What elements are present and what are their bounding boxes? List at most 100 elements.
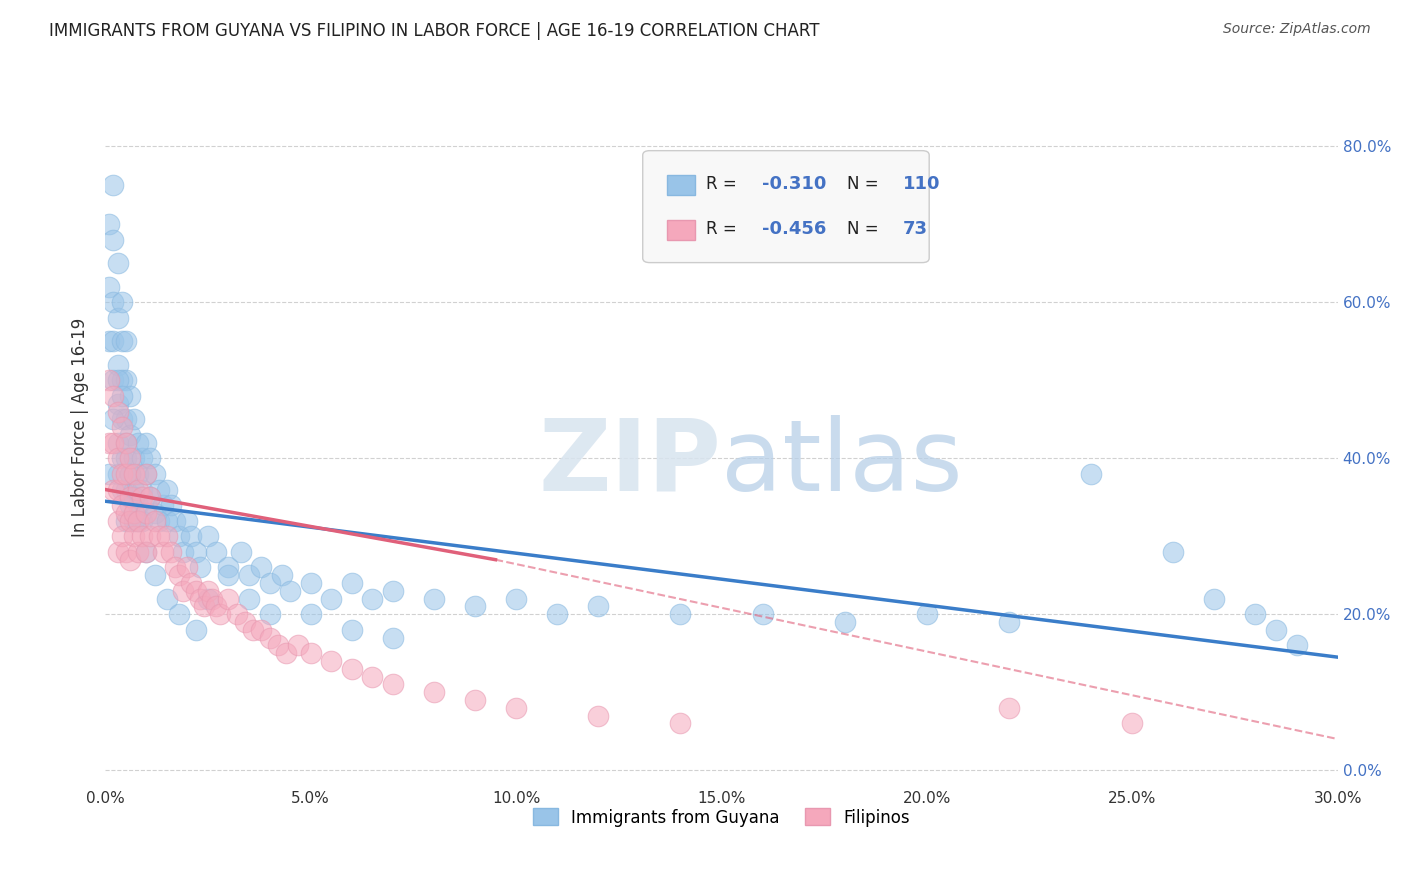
Point [114,373,136,387]
Point [321,654,343,668]
Point [197,583,219,598]
Point [1163,545,1185,559]
Point [669,716,692,731]
Point [114,451,136,466]
Point [107,545,129,559]
Point [131,483,153,497]
Point [464,693,486,707]
Point [167,529,190,543]
Text: N =: N = [846,220,883,238]
Point [107,397,129,411]
Point [156,514,179,528]
Point [184,583,207,598]
Point [165,514,187,528]
Point [217,568,239,582]
Point [118,491,141,505]
Point [111,467,134,481]
Point [103,389,125,403]
Point [242,623,264,637]
Point [340,576,363,591]
Point [259,576,281,591]
Point [321,591,343,606]
Text: N =: N = [846,175,883,193]
Point [114,545,136,559]
Point [139,491,162,505]
Point [188,591,211,606]
Point [114,435,136,450]
Point [998,615,1021,629]
Point [299,607,322,622]
Point [423,591,446,606]
Point [131,529,153,543]
Point [167,568,190,582]
Point [107,358,129,372]
Point [122,506,145,520]
Point [143,506,166,520]
Point [340,662,363,676]
Point [915,607,938,622]
Point [205,545,228,559]
Point [1121,716,1143,731]
Point [998,701,1021,715]
Point [122,514,145,528]
Point [107,404,129,418]
Point [103,435,125,450]
Point [1244,607,1267,622]
Point [586,599,609,614]
Point [143,568,166,582]
Point [127,435,149,450]
Point [135,506,157,520]
Point [107,467,129,481]
Point [176,514,198,528]
Point [98,280,121,294]
Point [103,373,125,387]
Text: atlas: atlas [721,415,963,511]
Point [229,545,252,559]
Point [118,514,141,528]
Point [114,506,136,520]
Point [1204,591,1226,606]
Point [98,435,121,450]
Point [267,639,290,653]
Point [103,178,125,193]
Point [139,451,162,466]
Point [505,701,527,715]
Point [165,560,187,574]
Point [197,591,219,606]
Text: -0.456: -0.456 [762,220,827,238]
Point [111,420,134,434]
Text: IMMIGRANTS FROM GUYANA VS FILIPINO IN LABOR FORCE | AGE 16-19 CORRELATION CHART: IMMIGRANTS FROM GUYANA VS FILIPINO IN LA… [49,22,820,40]
Point [156,529,179,543]
Point [111,412,134,426]
Point [834,615,856,629]
Point [464,599,486,614]
Point [250,560,273,574]
Point [193,599,215,614]
Point [118,467,141,481]
Point [546,607,568,622]
Point [197,529,219,543]
Point [107,435,129,450]
Point [217,560,239,574]
Point [233,615,256,629]
Point [122,483,145,497]
Point [103,483,125,497]
Point [188,560,211,574]
Point [669,607,692,622]
Point [127,498,149,512]
Text: R =: R = [706,220,742,238]
Point [299,576,322,591]
Point [201,591,224,606]
Text: 110: 110 [903,175,941,193]
Point [135,435,157,450]
Point [131,491,153,505]
Y-axis label: In Labor Force | Age 16-19: In Labor Force | Age 16-19 [72,318,89,537]
Point [160,498,183,512]
Point [111,529,134,543]
Point [111,451,134,466]
Point [259,631,281,645]
Point [107,256,129,270]
Point [1080,467,1102,481]
Point [143,514,166,528]
Point [114,483,136,497]
